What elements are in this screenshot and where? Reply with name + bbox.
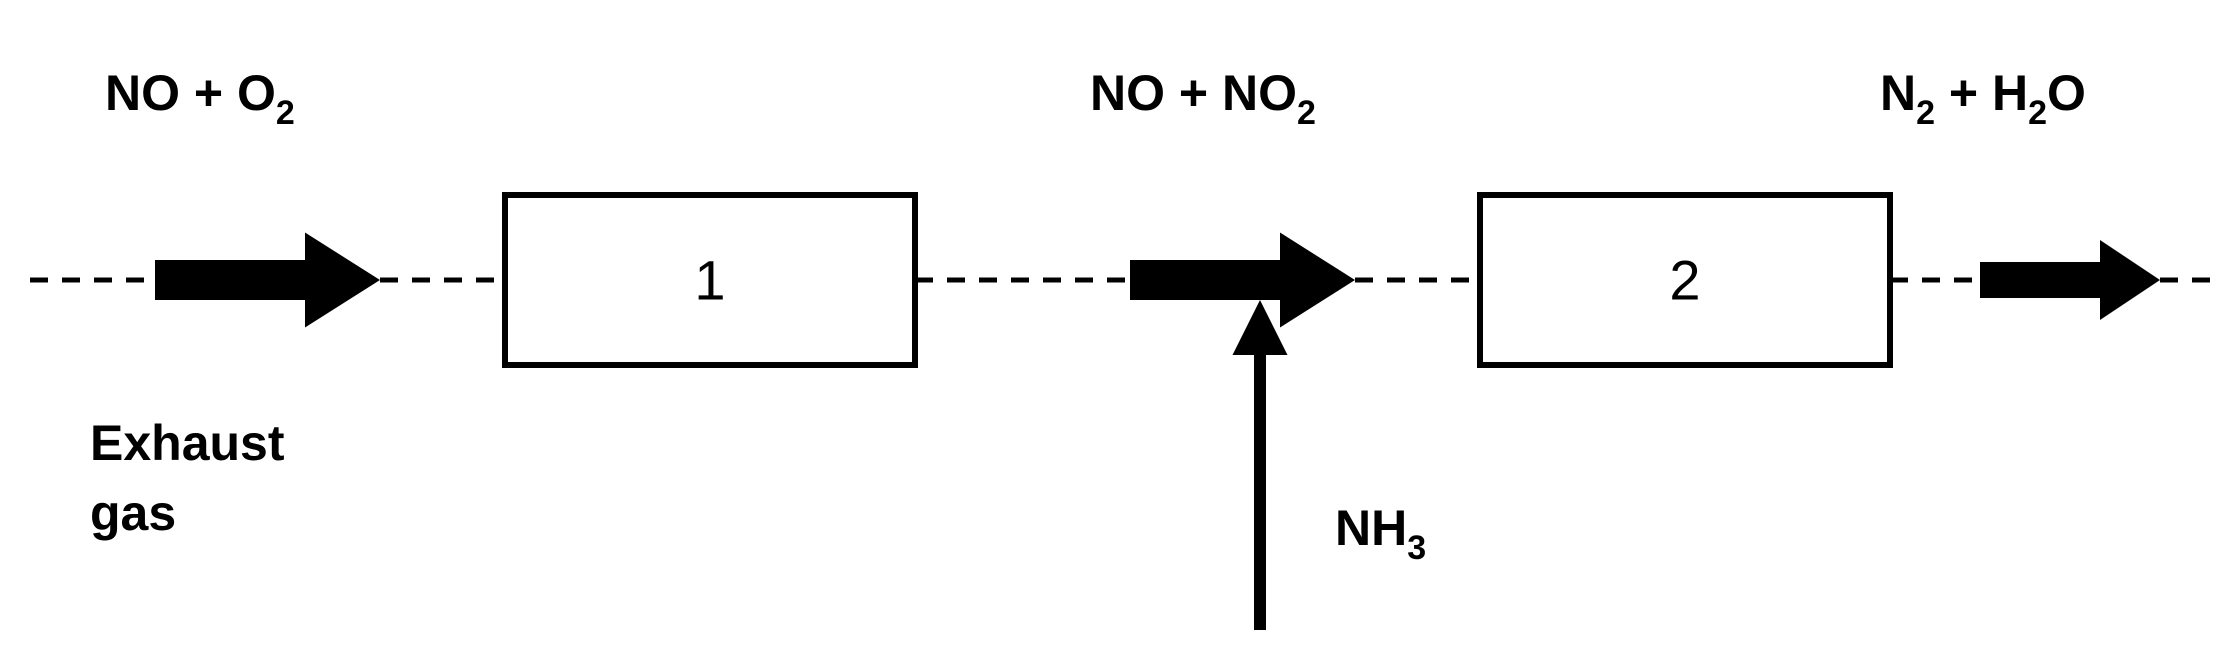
label-intermediate-gas: NO + NO2 <box>1090 65 1316 132</box>
arrow-out-icon <box>1980 240 2160 320</box>
label-input-gas: NO + O2 <box>105 65 295 132</box>
label-exhaust-line2: gas <box>90 485 176 541</box>
arrow-in-icon <box>155 233 380 328</box>
arrow-mid-icon <box>1130 233 1355 328</box>
label-output-gas: N2 + H2O <box>1880 65 2086 132</box>
arrow-nh3-head-icon <box>1233 300 1288 355</box>
process-box1-label: 1 <box>694 249 725 312</box>
label-reductant: NH3 <box>1335 500 1426 567</box>
process-box2-label: 2 <box>1669 249 1700 312</box>
process-flow-diagram: 1 2 NO + O2 NO + NO2 N2 + H2O NH3 Exhaust gas <box>0 0 2225 653</box>
label-exhaust-line1: Exhaust <box>90 415 285 471</box>
